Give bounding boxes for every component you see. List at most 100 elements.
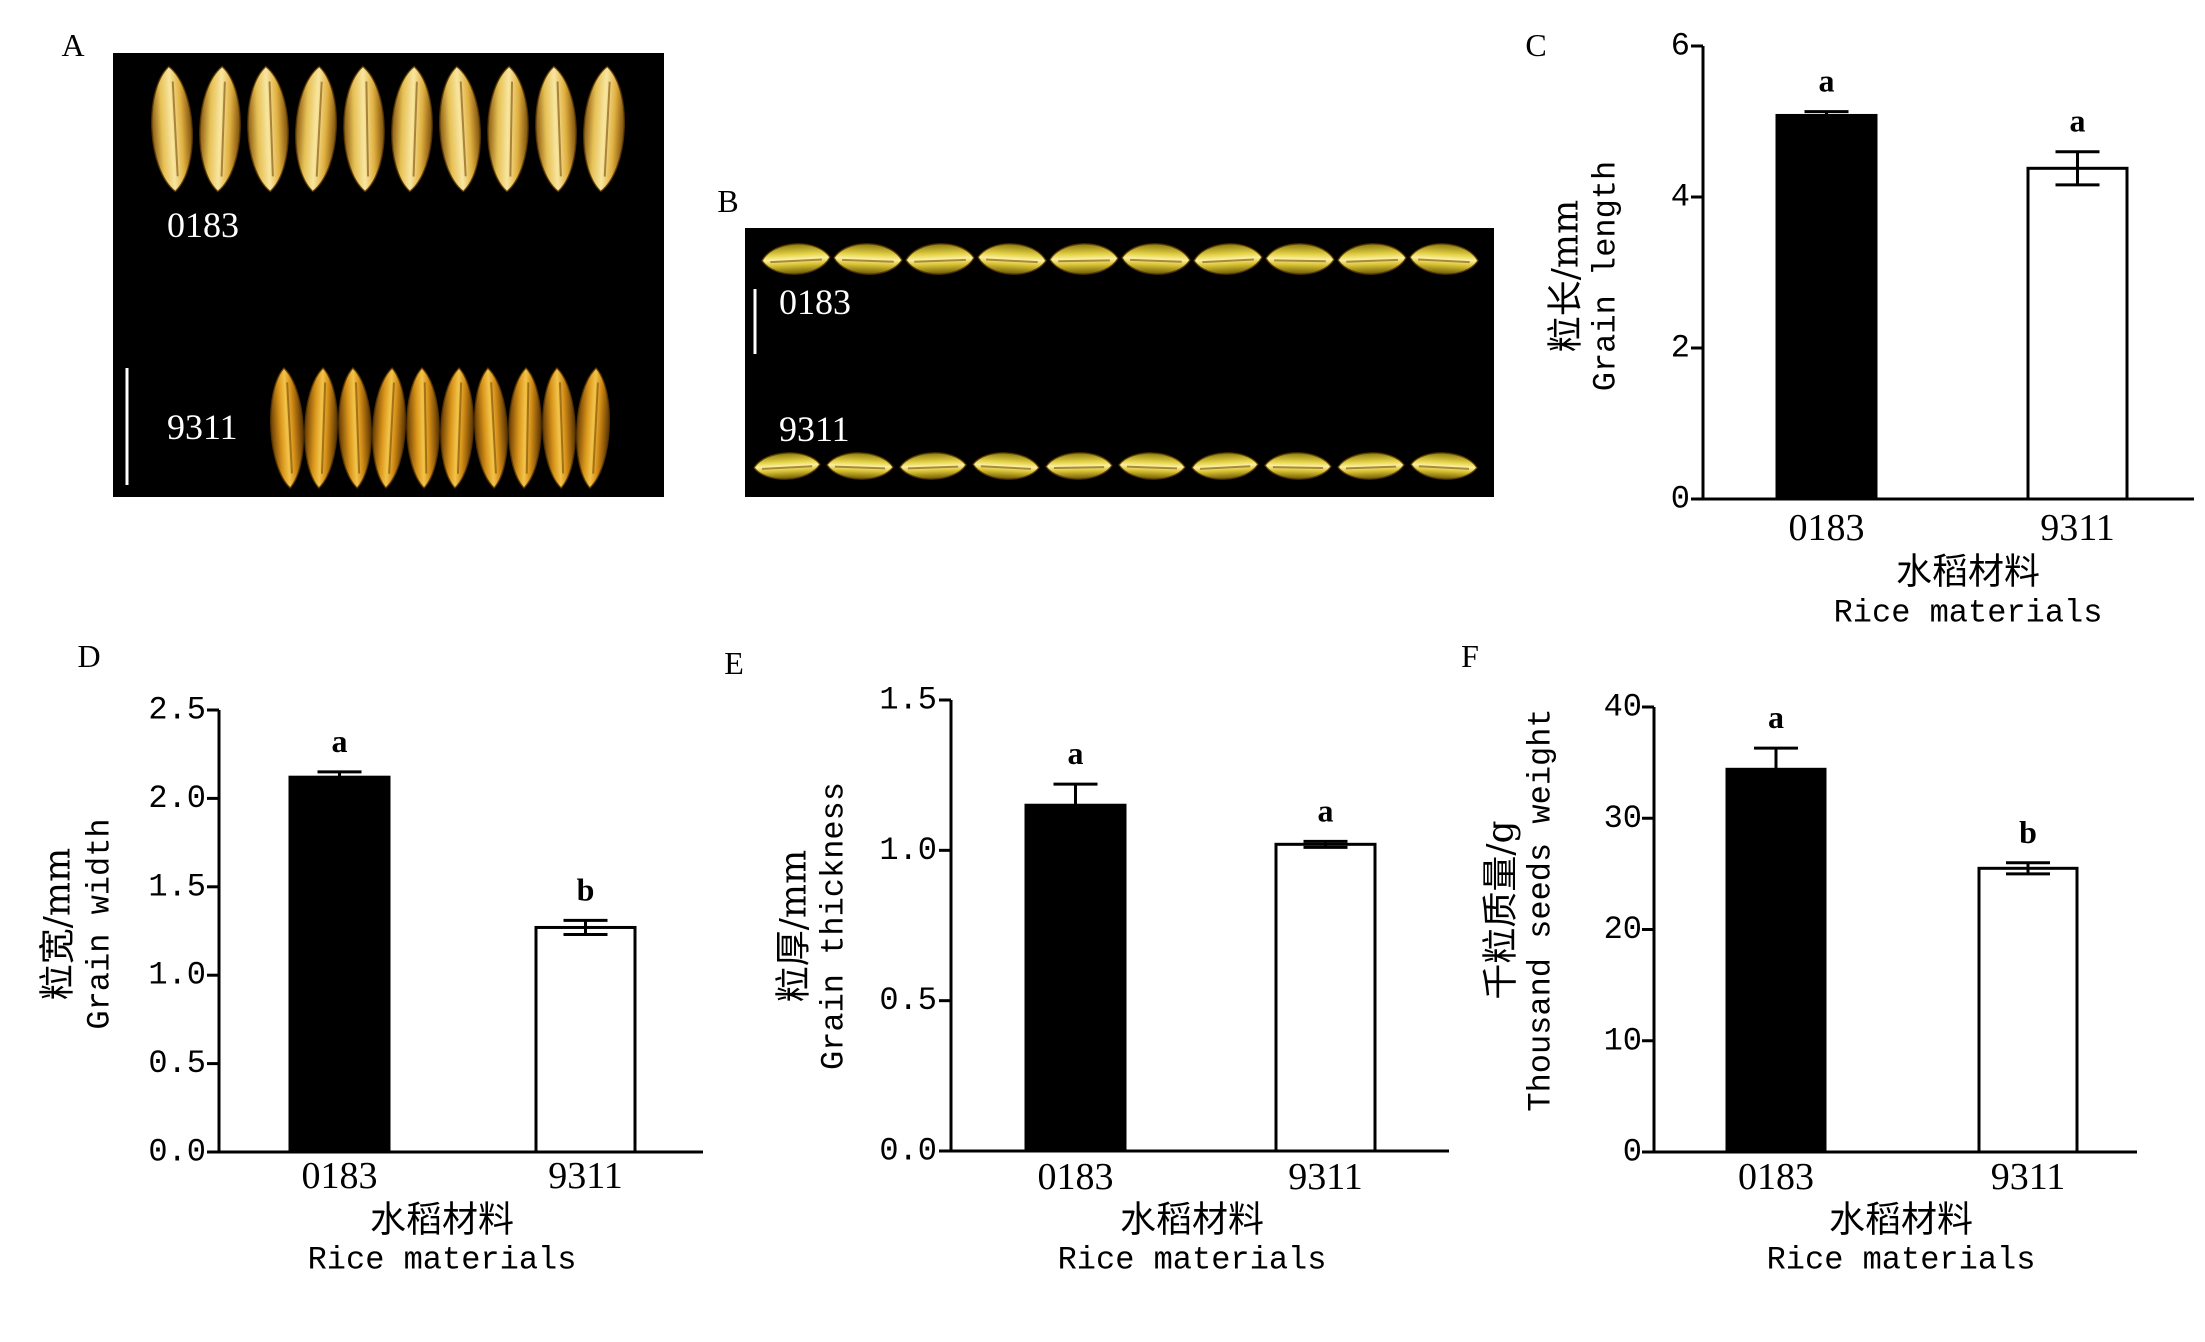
rice-grain [899,452,967,480]
rice-grain [535,65,577,193]
y-tick-label: 0.0 [879,1133,937,1170]
error-bar-9311 [2055,150,2100,187]
y-axis-label-cn: 粒长/mm [1546,200,1587,352]
grain-row-9311 [753,452,1478,480]
rice-grain-hull [535,65,577,193]
error-bar-9311 [2006,861,2050,876]
rice-grain-hull [508,366,542,490]
error-bar-9311 [1303,839,1348,849]
x-axis-label-en: Rice materials [1767,1242,2036,1279]
rice-grain-hull [304,366,338,490]
rice-grain-groove [1418,465,1470,470]
rice-grain [582,65,626,193]
rice-grain [1045,452,1113,480]
panel-label-e: E [724,645,744,681]
rice-grain-hull [440,366,474,490]
error-bar-0183 [317,770,362,784]
x-axis-label-en: Rice materials [1834,595,2103,632]
rice-grain [905,243,975,275]
rice-grain [542,366,576,490]
x-tick-label: 9311 [548,1155,623,1197]
rice-grain-hull [338,366,372,490]
panel-label-f: F [1461,638,1479,674]
rice-grain-groove [268,81,274,177]
rice-grain-groove [459,81,467,177]
rice-grain-groove [603,81,611,177]
bar-0183 [1725,767,1827,1154]
rice-grain [508,366,542,490]
x-tick-label: 9311 [1288,1156,1363,1198]
y-tick-label: 2.0 [148,780,206,817]
rice-grain-groove [834,465,886,470]
y-tick-label: 6 [1671,28,1690,65]
y-tick-label: 1.0 [879,832,937,869]
rice-grain-groove [980,465,1032,470]
bar-0183 [288,775,391,1154]
bar-9311 [2026,166,2129,501]
rice-grain-hull [1337,243,1407,275]
grain-row-0183 [150,65,626,193]
rice-grain-hull [1049,243,1119,275]
rice-grain [269,367,305,489]
rice-grain-hull [753,452,821,480]
rice-grain-hull [1410,452,1478,480]
rice-grain-groove [842,258,894,263]
y-axis-label-en: Grain thickness [816,782,853,1070]
rice-grain [1337,243,1407,275]
rice-grain-hull [542,366,576,490]
rice-grain-hull [582,65,626,193]
significance-letter: a [2070,103,2086,139]
rice-grain [833,243,903,275]
rice-grain-hull [1193,243,1263,275]
rice-grain-groove [1346,258,1398,263]
rice-grain [977,243,1047,275]
panel-c-grain-length-chart: C 粒长/mm Grain length 水稻材料 Rice materials… [1525,27,2194,632]
rice-grain [1191,452,1259,480]
y-axis-label-en: Thousand seeds weight [1523,708,1560,1111]
y-tick-label: 2.5 [148,692,206,729]
rice-grain-groove [558,382,565,474]
rice-grain-hull [977,243,1047,275]
rice-grain-groove [509,81,514,177]
rice-grain [1118,452,1186,480]
x-axis-label-cn: 水稻材料 [1829,1200,1973,1241]
rice-grain [406,366,440,490]
rice-grain-hull [905,243,975,275]
rice-grain-hull [1191,452,1259,480]
rice-grain-hull [371,367,407,489]
bar-9311 [1274,842,1377,1153]
rice-grain-hull [1337,452,1405,480]
y-tick-label: 2 [1671,330,1690,367]
x-tick-label: 9311 [1991,1156,2066,1198]
y-axis-label-cn: 粒宽/mm [38,848,79,1000]
y-tick-label: 0.5 [148,1045,206,1082]
y-tick-label: 0.5 [879,982,937,1019]
rice-grain-hull [833,243,903,275]
significance-letter: b [2019,814,2037,850]
panel-e-grain-thickness-chart: E 粒厚/mm Grain thickness 水稻材料 Rice materi… [724,645,1449,1279]
panel-b: B 0183 9311 [717,183,1494,497]
grain-row-9311 [269,366,611,490]
rice-grain [575,367,611,489]
rice-grain-groove [412,81,418,177]
rice-grain-groove [1272,466,1324,469]
significance-letter: a [1068,735,1084,771]
rice-grain-hull [1264,452,1332,480]
y-axis-label-cn: 千粒质量/g [1481,820,1522,999]
rice-grain [371,367,407,489]
rice-grain-hull [761,243,831,275]
error-bar-0183 [1754,746,1798,792]
rice-grain [487,65,529,193]
rice-grain [1410,452,1478,480]
rice-grain-hull [269,367,305,489]
rice-grain-groove [220,81,226,177]
y-tick-label: 0.0 [148,1134,206,1171]
panel-a: A 0183 9311 [61,27,664,497]
rice-grain-groove [1202,258,1254,264]
x-tick-label: 0183 [1789,507,1865,549]
rice-grain [1265,243,1335,275]
significance-letter: a [332,723,348,759]
x-axis-label-en: Rice materials [1058,1242,1327,1279]
rice-grain-groove [320,382,327,474]
